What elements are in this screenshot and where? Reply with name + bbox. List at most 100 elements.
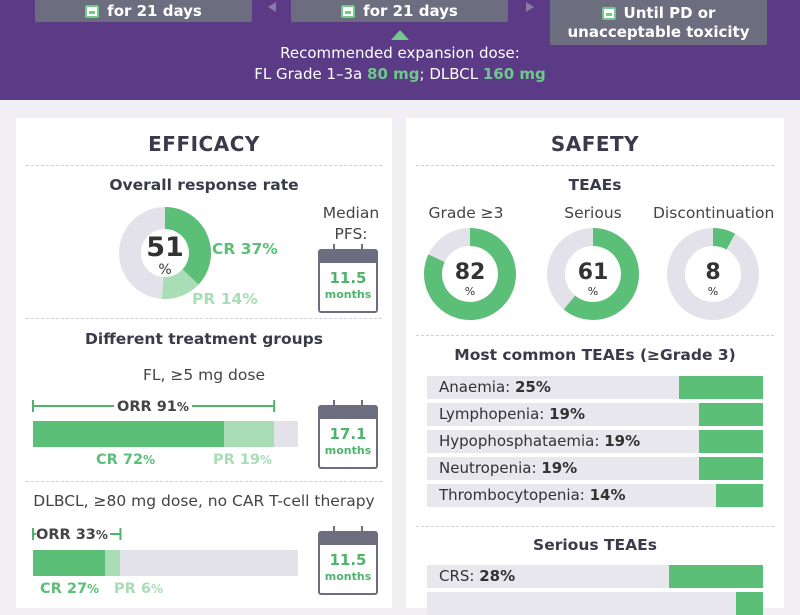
dosing-step-1-label: for 21 days bbox=[107, 2, 202, 20]
safety-panel: SAFETY TEAEs Grade ≥3 Serious Discontinu… bbox=[406, 118, 784, 608]
dose-dlbcl-value: 160 mg bbox=[482, 65, 546, 83]
orr-heading: Overall response rate bbox=[109, 176, 299, 194]
dosing-step-1: for 21 days bbox=[35, 0, 252, 22]
fl-pr-text: PR 19 bbox=[213, 452, 261, 468]
teae-bar-fill bbox=[715, 484, 763, 507]
dlbcl-orr-text: ORR 33 bbox=[36, 527, 96, 543]
donut-serious-arc bbox=[563, 228, 639, 320]
fl-months-unit: months bbox=[324, 444, 372, 457]
dlbcl-response-bar bbox=[33, 550, 298, 576]
dosing-step-2-label: for 21 days bbox=[363, 2, 458, 20]
donut-discontinuation-arc bbox=[712, 228, 736, 250]
dlbcl-cr-segment bbox=[33, 550, 105, 576]
donut-serious-unit: % bbox=[588, 285, 598, 298]
calendar-pin bbox=[333, 400, 335, 409]
fl-orr-text: ORR 91 bbox=[117, 399, 177, 415]
dose-line-2: FL Grade 1–3a 80 mg; DLBCL 160 mg bbox=[0, 65, 800, 83]
divider bbox=[416, 526, 774, 527]
divider bbox=[416, 165, 774, 166]
pfs-calendar: 11.5 months bbox=[318, 244, 378, 313]
serious-bar-fill bbox=[736, 592, 763, 615]
serious-bar-crs: CRS: 28% bbox=[427, 565, 763, 588]
teae-bar-fill bbox=[699, 430, 763, 453]
fl-pr-label: PR 19% bbox=[213, 452, 272, 468]
dlbcl-group-label: DLBCL, ≥80 mg dose, no CAR T-cell therap… bbox=[33, 492, 375, 510]
calendar-pin bbox=[333, 244, 335, 253]
fl-orr-pct: % bbox=[176, 400, 189, 414]
teae-name: Thrombocytopenia: bbox=[439, 486, 590, 504]
donut-discontinuation-unit: % bbox=[708, 285, 718, 298]
teae-bar-thrombocytopenia: Thrombocytopenia: 14% bbox=[427, 484, 763, 507]
divider bbox=[26, 481, 382, 482]
teae-bar-label: Lymphopenia: 19% bbox=[439, 405, 585, 423]
fl-months-value: 17.1 bbox=[329, 425, 367, 443]
serious-bar-label: CRS: 28% bbox=[439, 567, 515, 585]
teae-bar-lymphopenia: Lymphopenia: 19% bbox=[427, 403, 763, 426]
dose-fl-value: 80 mg bbox=[367, 65, 420, 83]
teae-bar-anaemia: Anaemia: 25% bbox=[427, 376, 763, 399]
cr-label: CR 37% bbox=[212, 240, 278, 258]
donut-serious-value: 61 bbox=[578, 260, 609, 285]
serious-name: CRS: bbox=[439, 567, 480, 585]
serious-bar-partial bbox=[427, 592, 763, 615]
dlbcl-cr-pct: % bbox=[87, 582, 100, 596]
pr-label: PR 14% bbox=[192, 290, 258, 308]
divider bbox=[416, 335, 774, 336]
calendar-pin bbox=[361, 244, 363, 253]
fl-group-label: FL, ≥5 mg dose bbox=[143, 366, 265, 384]
dosing-step-3-line2: unacceptable toxicity bbox=[567, 22, 750, 41]
arrow-left-icon bbox=[268, 2, 276, 12]
fl-cr-segment bbox=[33, 421, 224, 447]
groups-heading: Different treatment groups bbox=[85, 330, 323, 348]
efficacy-title: EFFICACY bbox=[148, 132, 260, 156]
dose-line-1: Recommended expansion dose: bbox=[280, 44, 520, 62]
dlbcl-pr-pct: % bbox=[150, 582, 163, 596]
triangle-up-icon bbox=[391, 30, 409, 40]
pfs-unit: months bbox=[324, 288, 372, 301]
dlbcl-months-value: 11.5 bbox=[329, 551, 367, 569]
orr-pr-arc bbox=[162, 268, 199, 299]
donut-grade3-value: 82 bbox=[455, 260, 486, 285]
teae-name: Neutropenia: bbox=[439, 459, 542, 477]
teae-bar-fill bbox=[679, 376, 763, 399]
calendar-pin bbox=[361, 400, 363, 409]
teae-bar-label: Hypophosphataemia: 19% bbox=[439, 432, 640, 450]
dlbcl-orr-pct: % bbox=[95, 528, 108, 542]
common-teaes-heading: Most common TEAEs (≥Grade 3) bbox=[454, 346, 736, 364]
pfs-label-line1: Median bbox=[322, 204, 380, 222]
teae-pct: 19% bbox=[549, 405, 586, 423]
orr-donut: 51 % bbox=[119, 207, 211, 299]
fl-calendar: 17.1 months bbox=[318, 400, 378, 469]
dlbcl-pr-label: PR 6% bbox=[114, 581, 163, 597]
dosing-step-3-line1: Until PD or bbox=[623, 3, 716, 22]
dosing-step-2: for 21 days bbox=[291, 0, 508, 22]
dose-fl-prefix: FL Grade 1–3a bbox=[254, 65, 368, 83]
dose-separator: ; DLBCL bbox=[419, 65, 483, 83]
calendar-pin bbox=[361, 526, 363, 535]
serious-teaes-heading: Serious TEAEs bbox=[533, 536, 657, 554]
teae-name: Hypophosphataemia: bbox=[439, 432, 605, 450]
teae-bar-label: Thrombocytopenia: 14% bbox=[439, 486, 626, 504]
teae-pct: 14% bbox=[589, 486, 626, 504]
donut-serious: 61 % bbox=[547, 228, 639, 320]
donut-serious-label: Serious bbox=[564, 204, 622, 222]
safety-title: SAFETY bbox=[550, 132, 640, 156]
fl-orr-label: ORR 91% bbox=[114, 399, 192, 415]
calendar-header bbox=[320, 251, 376, 263]
teae-pct: 19% bbox=[604, 432, 641, 450]
teae-bar-fill bbox=[699, 403, 763, 426]
dlbcl-cr-label: CR 27% bbox=[40, 581, 99, 597]
teae-name: Anaemia: bbox=[439, 378, 515, 396]
teae-pct: 25% bbox=[514, 378, 551, 396]
dlbcl-months-unit: months bbox=[324, 570, 372, 583]
arrow-right-icon bbox=[526, 2, 534, 12]
teae-bar-hypophosphataemia: Hypophosphataemia: 19% bbox=[427, 430, 763, 453]
pfs-value: 11.5 bbox=[329, 269, 367, 287]
teae-name: Lymphopenia: bbox=[439, 405, 550, 423]
header-band: for 21 days for 21 days Until PD or unac… bbox=[0, 0, 800, 100]
fl-pr-pct: % bbox=[260, 453, 273, 467]
efficacy-panel: EFFICACY Overall response rate 51 % CR 3… bbox=[16, 118, 392, 608]
calendar-pin bbox=[333, 526, 335, 535]
donut-discontinuation: 8 % bbox=[667, 228, 759, 320]
pfs-label-line2: PFS: bbox=[334, 225, 368, 243]
